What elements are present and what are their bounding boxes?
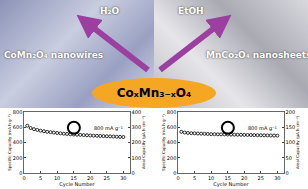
- svg-text:20: 20: [241, 175, 247, 181]
- svg-text:100: 100: [286, 139, 296, 145]
- svg-text:600: 600: [167, 124, 177, 130]
- html-text:EtOH: EtOH: [178, 6, 204, 16]
- svg-text:20: 20: [87, 175, 93, 181]
- html-text:CoMn₂O₄ nanowires: CoMn₂O₄ nanowires: [4, 50, 104, 60]
- svg-text:150: 150: [286, 124, 296, 130]
- svg-text:5: 5: [193, 175, 196, 181]
- svg-text:15: 15: [71, 175, 77, 181]
- svg-text:400: 400: [13, 139, 23, 145]
- svg-text:200: 200: [167, 155, 177, 161]
- svg-text:0: 0: [176, 175, 179, 181]
- svg-text:600: 600: [13, 124, 23, 130]
- svg-text:800: 800: [13, 109, 23, 115]
- svg-text:400: 400: [132, 109, 142, 115]
- svg-text:200: 200: [132, 139, 142, 145]
- svg-text:Specific Capacity (mA h g⁻¹): Specific Capacity (mA h g⁻¹): [161, 114, 166, 171]
- html-text:CoₓMn₃₋ₓO₄: CoₓMn₃₋ₓO₄: [116, 86, 192, 100]
- svg-text:100: 100: [132, 155, 142, 161]
- svg-text:25: 25: [104, 175, 110, 181]
- html-text:H₂O: H₂O: [100, 6, 120, 16]
- svg-text:0: 0: [132, 170, 135, 176]
- svg-text:Areal Capacity (μA h cm⁻²): Areal Capacity (μA h cm⁻²): [295, 115, 300, 169]
- svg-text:0: 0: [19, 170, 22, 176]
- svg-text:15: 15: [225, 175, 231, 181]
- svg-text:0: 0: [22, 175, 25, 181]
- svg-text:Areal Capacity (μA h cm⁻²): Areal Capacity (μA h cm⁻²): [141, 115, 146, 169]
- svg-text:5: 5: [39, 175, 42, 181]
- svg-text:30: 30: [120, 175, 126, 181]
- svg-text:300: 300: [132, 124, 142, 130]
- svg-text:800: 800: [167, 109, 177, 115]
- svg-text:10: 10: [208, 175, 214, 181]
- svg-text:50: 50: [286, 155, 292, 161]
- svg-text:400: 400: [167, 139, 177, 145]
- svg-text:800 mA g⁻¹: 800 mA g⁻¹: [248, 125, 277, 132]
- svg-text:25: 25: [258, 175, 264, 181]
- svg-text:10: 10: [54, 175, 60, 181]
- svg-text:800 mA g⁻¹: 800 mA g⁻¹: [94, 125, 123, 132]
- svg-text:0: 0: [173, 170, 176, 176]
- svg-text:200: 200: [286, 109, 296, 115]
- svg-text:0: 0: [286, 170, 289, 176]
- svg-text:Specific Capacity (mA h g⁻¹): Specific Capacity (mA h g⁻¹): [7, 114, 12, 171]
- svg-text:200: 200: [13, 155, 23, 161]
- svg-text:30: 30: [274, 175, 280, 181]
- svg-text:Cycle Number: Cycle Number: [59, 181, 95, 188]
- svg-text:Cycle Number: Cycle Number: [213, 181, 249, 188]
